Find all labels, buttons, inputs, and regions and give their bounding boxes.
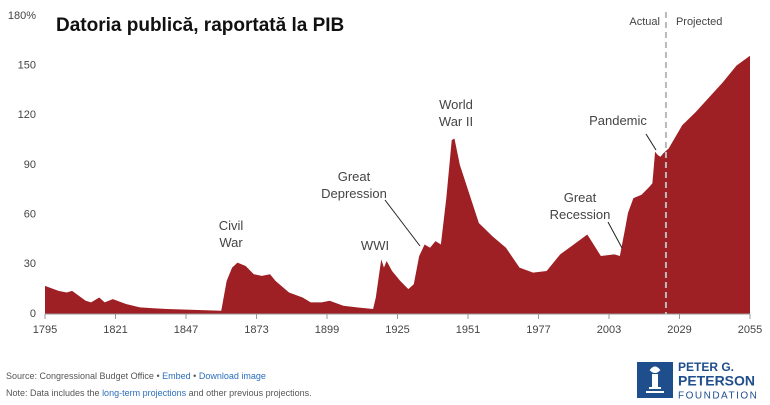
y-tick-label: 30 [24, 258, 36, 270]
annotation-line: Great [338, 169, 371, 184]
y-tick-label: 150 [18, 60, 36, 72]
logo: PETER G. PETERSON FOUNDATION [637, 360, 758, 402]
projected-label: Projected [676, 16, 722, 28]
annotation-line: WWI [361, 238, 389, 253]
y-tick-label: 120 [18, 109, 36, 121]
area [45, 55, 750, 314]
annotation: WWI [361, 238, 389, 253]
x-tick-label: 2029 [667, 324, 691, 336]
leader-line [607, 221, 623, 249]
separator: • [193, 371, 196, 381]
x-tick-label: 1821 [103, 324, 127, 336]
leader-line [384, 199, 421, 247]
note-text: Note: Data includes the [6, 388, 102, 398]
annotation-line: Depression [321, 186, 387, 201]
y-tick-label: 180% [8, 10, 36, 22]
leader-line [645, 133, 657, 151]
annotation-line: Great [564, 190, 597, 205]
logo-text: FOUNDATION [678, 391, 758, 402]
annotation: Great Recession [550, 190, 611, 222]
x-tick-label: 2003 [597, 324, 621, 336]
annotation-line: Recession [550, 207, 611, 222]
source: Source: Congressional Budget Office • Em… [6, 371, 266, 381]
x-tick-label: 1951 [456, 324, 480, 336]
note-text: and other previous projections. [186, 388, 312, 398]
annotation-line: Civil [219, 218, 244, 233]
note-link[interactable]: long-term projections [102, 388, 187, 398]
x-tick-label: 1847 [174, 324, 198, 336]
separator: • [156, 371, 159, 381]
y-tick-label: 90 [24, 159, 36, 171]
logo-torch [646, 366, 664, 393]
download-link[interactable]: Download image [199, 371, 266, 381]
embed-link[interactable]: Embed [162, 371, 191, 381]
annotation-line: World [439, 97, 473, 112]
annotation: Civil War [219, 218, 244, 250]
note: Note: Data includes the long-term projec… [6, 388, 312, 398]
annotation-line: War II [439, 114, 473, 129]
annotation-line: War [219, 235, 243, 250]
x-tick-label: 2055 [738, 324, 762, 336]
x-tick-label: 1977 [526, 324, 550, 336]
x-tick-label: 1795 [33, 324, 57, 336]
x-tick-label: 1925 [385, 324, 409, 336]
y-tick-label: 0 [30, 308, 36, 320]
x-tick-label: 1899 [315, 324, 339, 336]
logo-text: PETER G. [678, 360, 734, 374]
annotation-line: Pandemic [589, 113, 647, 128]
annotation: World War II [439, 97, 473, 129]
logo-text: PETERSON [678, 373, 755, 389]
annotation: Great Depression [321, 169, 387, 201]
source-text: Source: Congressional Budget Office [6, 371, 154, 381]
actual-label: Actual [629, 16, 660, 28]
x-tick-label: 1873 [244, 324, 268, 336]
annotation: Pandemic [589, 113, 647, 128]
y-tick-label: 60 [24, 209, 36, 221]
chart-title: Datoria publică, raportată la PIB [56, 15, 344, 36]
